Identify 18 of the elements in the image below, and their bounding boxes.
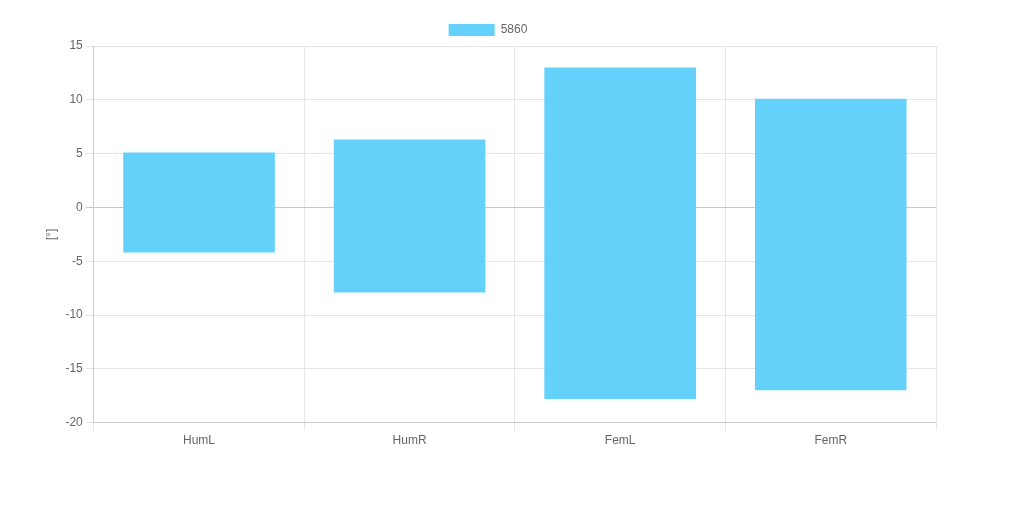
bar [544,67,696,399]
legend-label: 5860 [500,22,528,37]
y-tick-label: 0 [76,199,84,214]
y-axis-title: [°] [43,228,58,241]
y-tick-label: -15 [65,361,84,376]
y-tick-label: 5 [76,145,84,160]
y-tick-label: -5 [72,253,84,268]
x-tick-label: HumL [183,433,216,448]
y-tick-label: 15 [69,38,84,53]
x-tick-label: HumR [392,433,427,448]
y-tick-label: 10 [69,92,84,107]
x-tick-label: FemL [604,433,636,448]
bar [754,98,907,391]
x-tick-label: FemR [814,433,848,448]
bar [123,152,275,253]
y-tick-label: -20 [65,414,84,429]
y-tick-label: -10 [65,307,84,322]
bar [333,139,486,293]
